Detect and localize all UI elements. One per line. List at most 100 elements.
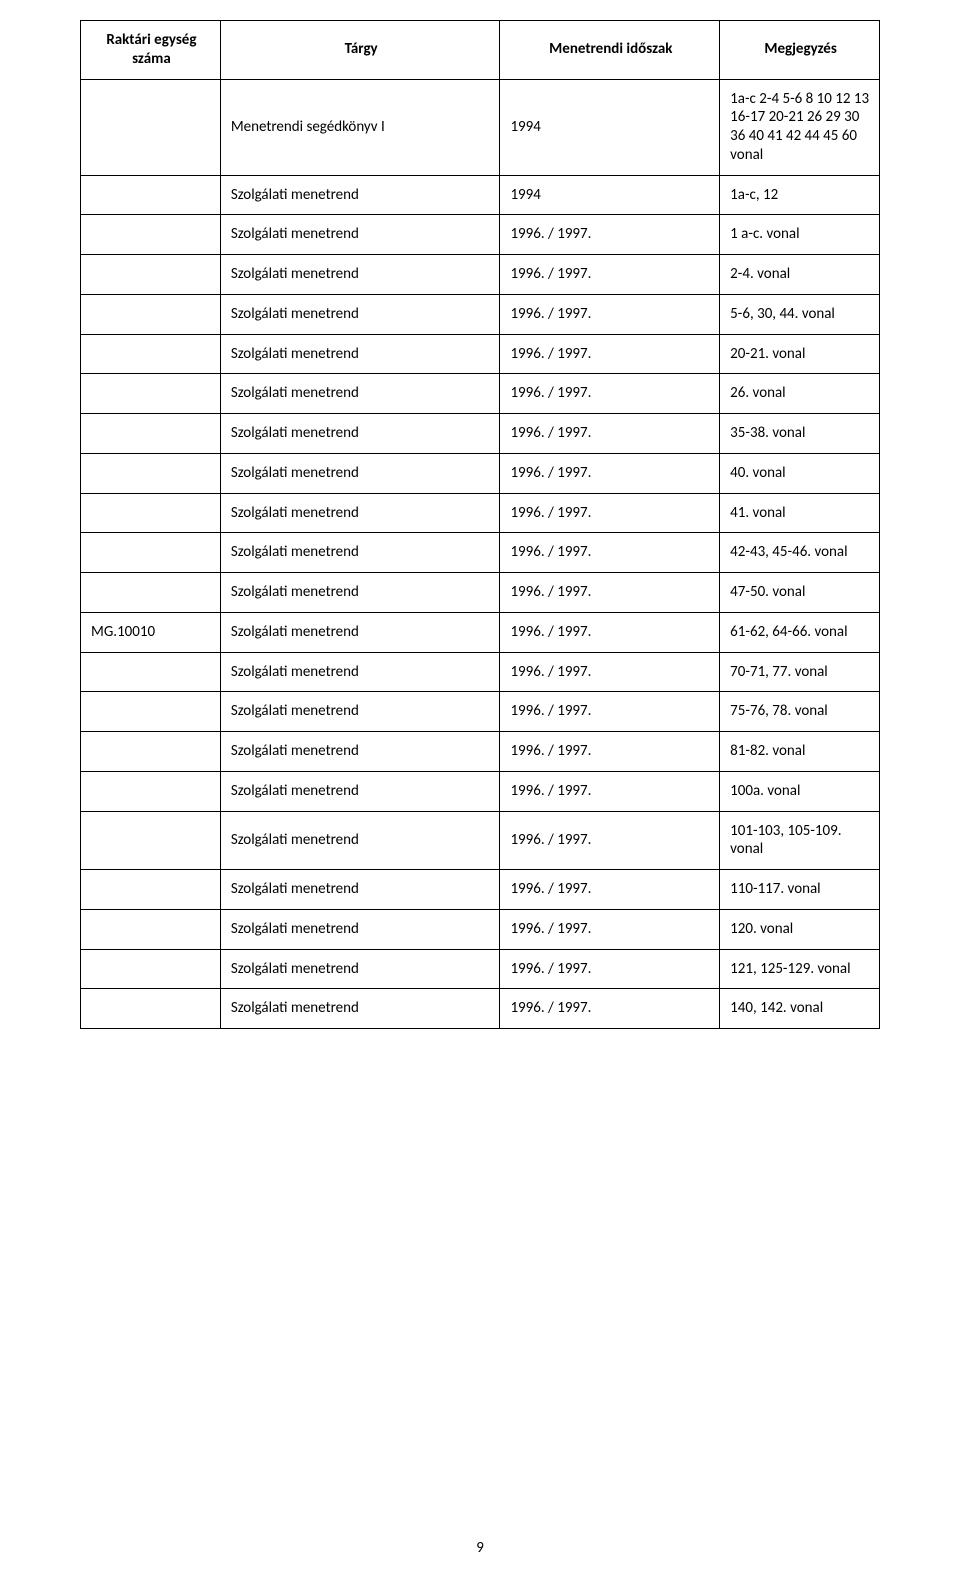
cell-c1: [81, 374, 221, 414]
cell-c4: 121, 125-129. vonal: [720, 949, 880, 989]
cell-c3: 1994: [500, 175, 720, 215]
cell-c1: [81, 732, 221, 772]
cell-c4: 101-103, 105-109. vonal: [720, 811, 880, 870]
cell-c1: [81, 493, 221, 533]
cell-c2: Szolgálati menetrend: [220, 334, 500, 374]
table-row: Szolgálati menetrend 1996. / 1997. 20-21…: [81, 334, 880, 374]
cell-c4: 81-82. vonal: [720, 732, 880, 772]
cell-c2: Szolgálati menetrend: [220, 989, 500, 1029]
cell-c4: 110-117. vonal: [720, 870, 880, 910]
table-row: Szolgálati menetrend 1996. / 1997. 26. v…: [81, 374, 880, 414]
table-row: Szolgálati menetrend 1994 1a-c, 12: [81, 175, 880, 215]
header-row: Raktári egység száma Tárgy Menetrendi id…: [81, 21, 880, 80]
cell-c3: 1996. / 1997.: [500, 989, 720, 1029]
cell-c2: Szolgálati menetrend: [220, 811, 500, 870]
cell-c3: 1996. / 1997.: [500, 732, 720, 772]
table-row: Szolgálati menetrend 1996. / 1997. 1 a-c…: [81, 215, 880, 255]
table-row: Szolgálati menetrend 1996. / 1997. 121, …: [81, 949, 880, 989]
cell-c1: [81, 294, 221, 334]
cell-c3: 1996. / 1997.: [500, 652, 720, 692]
cell-c4: 26. vonal: [720, 374, 880, 414]
cell-c1: [81, 771, 221, 811]
cell-c2: Szolgálati menetrend: [220, 573, 500, 613]
cell-c3: 1996. / 1997.: [500, 909, 720, 949]
cell-c4: 1a-c 2-4 5-6 8 10 12 13 16-17 20-21 26 2…: [720, 79, 880, 175]
cell-c1: [81, 811, 221, 870]
document-page: Raktári egység száma Tárgy Menetrendi id…: [0, 0, 960, 1571]
cell-c2: Szolgálati menetrend: [220, 771, 500, 811]
cell-c3: 1996. / 1997.: [500, 334, 720, 374]
cell-c3: 1996. / 1997.: [500, 870, 720, 910]
page-number: 9: [0, 1539, 960, 1557]
cell-c4: 35-38. vonal: [720, 414, 880, 454]
table-header: Raktári egység száma Tárgy Menetrendi id…: [81, 21, 880, 80]
header-col2: Tárgy: [220, 21, 500, 80]
cell-c1: [81, 334, 221, 374]
cell-c1: [81, 255, 221, 295]
cell-c4: 140, 142. vonal: [720, 989, 880, 1029]
cell-c2: Szolgálati menetrend: [220, 453, 500, 493]
cell-c2: Szolgálati menetrend: [220, 294, 500, 334]
cell-c2: Szolgálati menetrend: [220, 215, 500, 255]
cell-c4: 75-76, 78. vonal: [720, 692, 880, 732]
table-row: Szolgálati menetrend 1996. / 1997. 40. v…: [81, 453, 880, 493]
table-row: Szolgálati menetrend 1996. / 1997. 70-71…: [81, 652, 880, 692]
cell-c1: [81, 870, 221, 910]
cell-c2: Szolgálati menetrend: [220, 909, 500, 949]
cell-c3: 1996. / 1997.: [500, 533, 720, 573]
cell-c3: 1996. / 1997.: [500, 453, 720, 493]
cell-c2: Szolgálati menetrend: [220, 414, 500, 454]
cell-c4: 2-4. vonal: [720, 255, 880, 295]
cell-c3: 1996. / 1997.: [500, 573, 720, 613]
cell-c2: Menetrendi segédkönyv I: [220, 79, 500, 175]
cell-c4: 42-43, 45-46. vonal: [720, 533, 880, 573]
table-row: Szolgálati menetrend 1996. / 1997. 110-1…: [81, 870, 880, 910]
cell-c2: Szolgálati menetrend: [220, 692, 500, 732]
cell-c2: Szolgálati menetrend: [220, 870, 500, 910]
cell-c3: 1996. / 1997.: [500, 692, 720, 732]
header-col1: Raktári egység száma: [81, 21, 221, 80]
cell-c4: 1 a-c. vonal: [720, 215, 880, 255]
cell-c1: [81, 414, 221, 454]
cell-c2: Szolgálati menetrend: [220, 612, 500, 652]
cell-c4: 20-21. vonal: [720, 334, 880, 374]
header-col4: Megjegyzés: [720, 21, 880, 80]
cell-c3: 1996. / 1997.: [500, 949, 720, 989]
cell-c4: 120. vonal: [720, 909, 880, 949]
cell-c1: [81, 533, 221, 573]
table-row: MG.10010 Szolgálati menetrend 1996. / 19…: [81, 612, 880, 652]
cell-c4: 47-50. vonal: [720, 573, 880, 613]
cell-c4: 41. vonal: [720, 493, 880, 533]
table-row: Szolgálati menetrend 1996. / 1997. 100a.…: [81, 771, 880, 811]
table-row: Szolgálati menetrend 1996. / 1997. 140, …: [81, 989, 880, 1029]
cell-c3: 1996. / 1997.: [500, 771, 720, 811]
cell-c1: [81, 949, 221, 989]
cell-c4: 61-62, 64-66. vonal: [720, 612, 880, 652]
cell-c2: Szolgálati menetrend: [220, 533, 500, 573]
cell-c1: [81, 652, 221, 692]
cell-c4: 40. vonal: [720, 453, 880, 493]
table-body: Menetrendi segédkönyv I 1994 1a-c 2-4 5-…: [81, 79, 880, 1029]
cell-c3: 1996. / 1997.: [500, 215, 720, 255]
cell-c1: [81, 989, 221, 1029]
table-row: Szolgálati menetrend 1996. / 1997. 41. v…: [81, 493, 880, 533]
cell-c3: 1996. / 1997.: [500, 294, 720, 334]
cell-c4: 1a-c, 12: [720, 175, 880, 215]
table-row: Szolgálati menetrend 1996. / 1997. 75-76…: [81, 692, 880, 732]
cell-c2: Szolgálati menetrend: [220, 652, 500, 692]
cell-c3: 1996. / 1997.: [500, 811, 720, 870]
cell-c2: Szolgálati menetrend: [220, 732, 500, 772]
cell-c1: [81, 215, 221, 255]
table-row: Szolgálati menetrend 1996. / 1997. 35-38…: [81, 414, 880, 454]
cell-c3: 1996. / 1997.: [500, 255, 720, 295]
cell-c4: 100a. vonal: [720, 771, 880, 811]
cell-c3: 1996. / 1997.: [500, 612, 720, 652]
table-row: Szolgálati menetrend 1996. / 1997. 81-82…: [81, 732, 880, 772]
cell-c3: 1994: [500, 79, 720, 175]
cell-c1: [81, 909, 221, 949]
table-row: Menetrendi segédkönyv I 1994 1a-c 2-4 5-…: [81, 79, 880, 175]
table-row: Szolgálati menetrend 1996. / 1997. 42-43…: [81, 533, 880, 573]
data-table: Raktári egység száma Tárgy Menetrendi id…: [80, 20, 880, 1029]
header-col3: Menetrendi időszak: [500, 21, 720, 80]
cell-c2: Szolgálati menetrend: [220, 949, 500, 989]
